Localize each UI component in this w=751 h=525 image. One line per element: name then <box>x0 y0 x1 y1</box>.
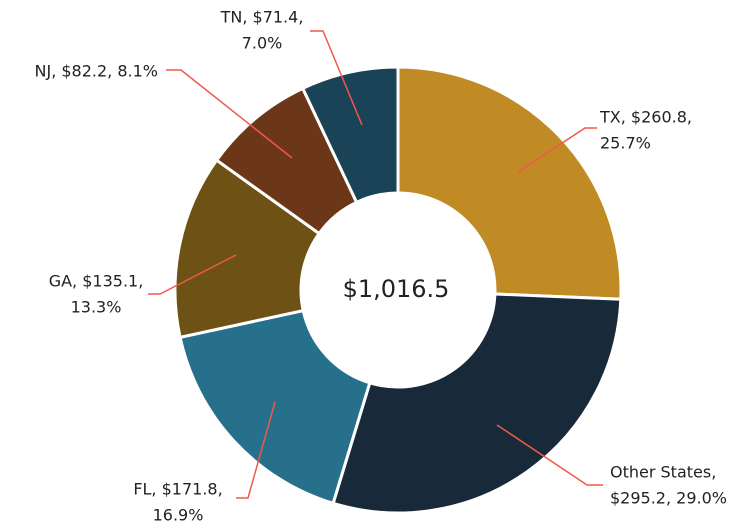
leader-line <box>310 30 363 126</box>
donut-slice <box>396 65 623 301</box>
data-label: TN, $71.4, <box>220 8 304 27</box>
donut-slice <box>178 308 372 506</box>
data-label: NJ, $82.2, 8.1% <box>35 62 158 81</box>
data-label: 25.7% <box>600 134 651 153</box>
data-label: 7.0% <box>242 34 283 53</box>
data-label: $295.2, 29.0% <box>610 489 727 508</box>
leader-line <box>148 254 237 295</box>
leader-line <box>517 127 597 173</box>
data-label: 16.9% <box>153 506 204 525</box>
data-label: GA, $135.1, <box>49 272 144 291</box>
data-label: Other States, <box>610 463 716 482</box>
leader-line <box>496 424 603 486</box>
donut-slice <box>331 292 623 515</box>
center-label: $1,016.5 <box>343 275 450 303</box>
data-label: 13.3% <box>71 298 122 317</box>
leader-line <box>166 69 293 159</box>
data-label: TX, $260.8, <box>599 108 692 127</box>
donut-slice <box>300 65 400 205</box>
leader-line <box>236 401 276 499</box>
data-label: FL, $171.8, <box>133 480 222 499</box>
